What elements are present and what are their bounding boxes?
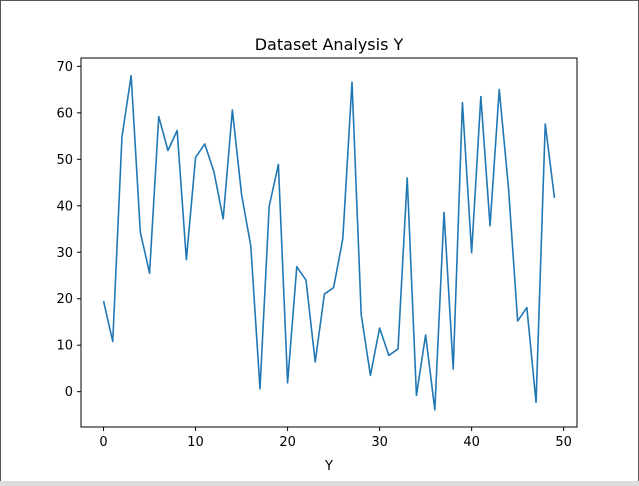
x-tick-label: 0 [99,435,107,450]
y-tick-label: 60 [56,106,73,121]
plot-area-border [80,57,578,428]
y-tick-label: 30 [56,246,73,261]
x-tick-label: 10 [187,435,204,450]
x-tick-label: 50 [555,435,572,450]
x-axis-label: Y [324,459,333,474]
y-tick-label: 40 [56,199,73,214]
plot-background [81,58,577,427]
x-tick-label: 40 [463,435,480,450]
y-axis-ticks: 0 10 20 30 40 50 60 70 [56,60,81,400]
y-tick-label: 70 [56,60,73,75]
y-tick-label: 20 [56,292,73,307]
x-tick-label: 30 [371,435,388,450]
series-layer [102,74,556,411]
y-tick-label: 0 [65,385,73,400]
y-tick-label: 50 [56,153,73,168]
x-axis-ticks: 0 10 20 30 40 50 [99,427,572,450]
window-bottom-strip [0,481,639,486]
series-line [102,74,556,411]
y-tick-label: 10 [56,339,73,354]
chart-title: Dataset Analysis Y [255,35,404,54]
x-tick-label: 20 [279,435,296,450]
